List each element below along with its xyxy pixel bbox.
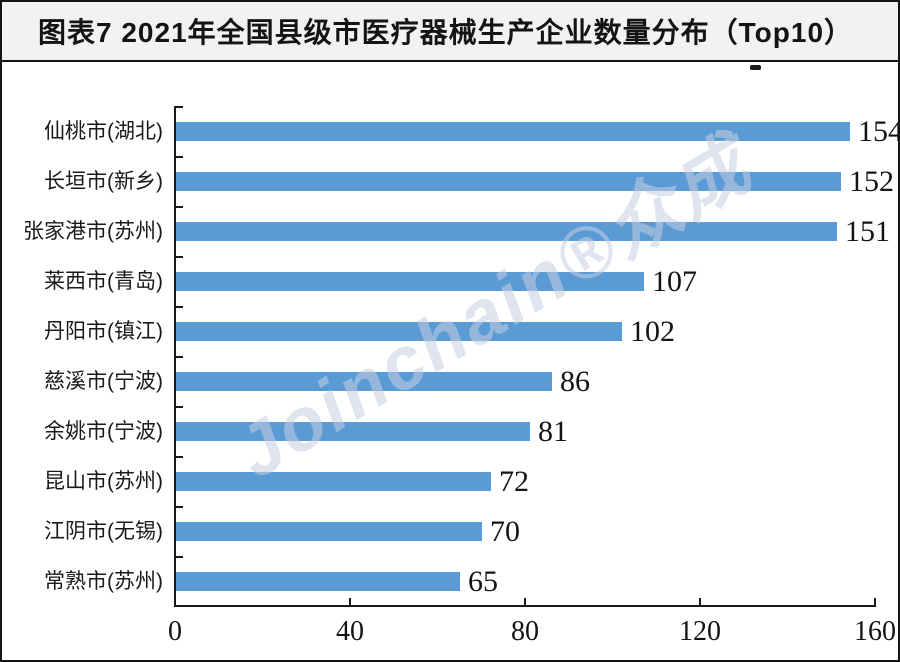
category-label: 丹阳市(镇江) — [44, 319, 163, 343]
bar — [176, 522, 482, 542]
bar — [176, 472, 491, 492]
category-label: 慈溪市(宁波) — [44, 369, 163, 393]
x-axis-tick-label: 120 — [679, 616, 721, 647]
value-label: 81 — [538, 414, 568, 448]
value-label: 152 — [849, 164, 894, 198]
y-axis-tick — [176, 155, 183, 158]
y-axis-tick — [176, 555, 183, 558]
value-label: 154 — [858, 114, 900, 148]
y-axis-tick — [176, 255, 183, 258]
x-axis-tick-label: 40 — [336, 616, 364, 647]
category-label: 常熟市(苏州) — [44, 569, 163, 593]
x-axis-tick — [524, 598, 526, 605]
y-axis-tick — [176, 305, 183, 308]
y-axis-tick — [176, 355, 183, 358]
category-label: 余姚市(宁波) — [44, 419, 163, 443]
value-label: 70 — [490, 514, 520, 548]
figure-title-bar: 图表7 2021年全国县级市医疗器械生产企业数量分布（Top10） — [2, 2, 898, 62]
category-label: 长垣市(新乡) — [44, 169, 163, 193]
category-label: 张家港市(苏州) — [23, 219, 163, 243]
value-label: 86 — [560, 364, 590, 398]
figure-title: 图表7 2021年全国县级市医疗器械生产企业数量分布（Top10） — [38, 17, 854, 48]
value-label: 107 — [652, 264, 697, 298]
value-label: 151 — [845, 214, 890, 248]
y-axis-tick — [176, 505, 183, 508]
x-axis-tick-label: 80 — [511, 616, 539, 647]
bar — [176, 372, 552, 392]
value-label: 102 — [630, 314, 675, 348]
category-label: 仙桃市(湖北) — [44, 119, 163, 143]
y-axis-tick — [176, 105, 183, 108]
x-axis-tick — [349, 598, 351, 605]
bar — [176, 122, 850, 142]
y-axis-tick — [176, 405, 183, 408]
bar — [176, 572, 460, 592]
x-axis-tick-label: 0 — [168, 616, 182, 647]
x-axis-tick-label: 160 — [854, 616, 896, 647]
y-axis-tick — [176, 455, 183, 458]
bar — [176, 272, 644, 292]
x-axis-tick — [699, 598, 701, 605]
bar — [176, 422, 530, 442]
x-axis-line — [174, 605, 876, 607]
category-label: 昆山市(苏州) — [44, 469, 163, 493]
category-label: 江阴市(无锡) — [44, 519, 163, 543]
value-label: 65 — [468, 564, 498, 598]
truncated-glyph-artifact — [750, 65, 761, 70]
category-label: 莱西市(青岛) — [44, 269, 163, 293]
y-axis-line — [174, 106, 176, 607]
value-label: 72 — [499, 464, 529, 498]
bar — [176, 322, 622, 342]
y-axis-tick — [176, 205, 183, 208]
bar — [176, 222, 837, 242]
bar — [176, 172, 841, 192]
x-axis-tick — [874, 598, 876, 605]
